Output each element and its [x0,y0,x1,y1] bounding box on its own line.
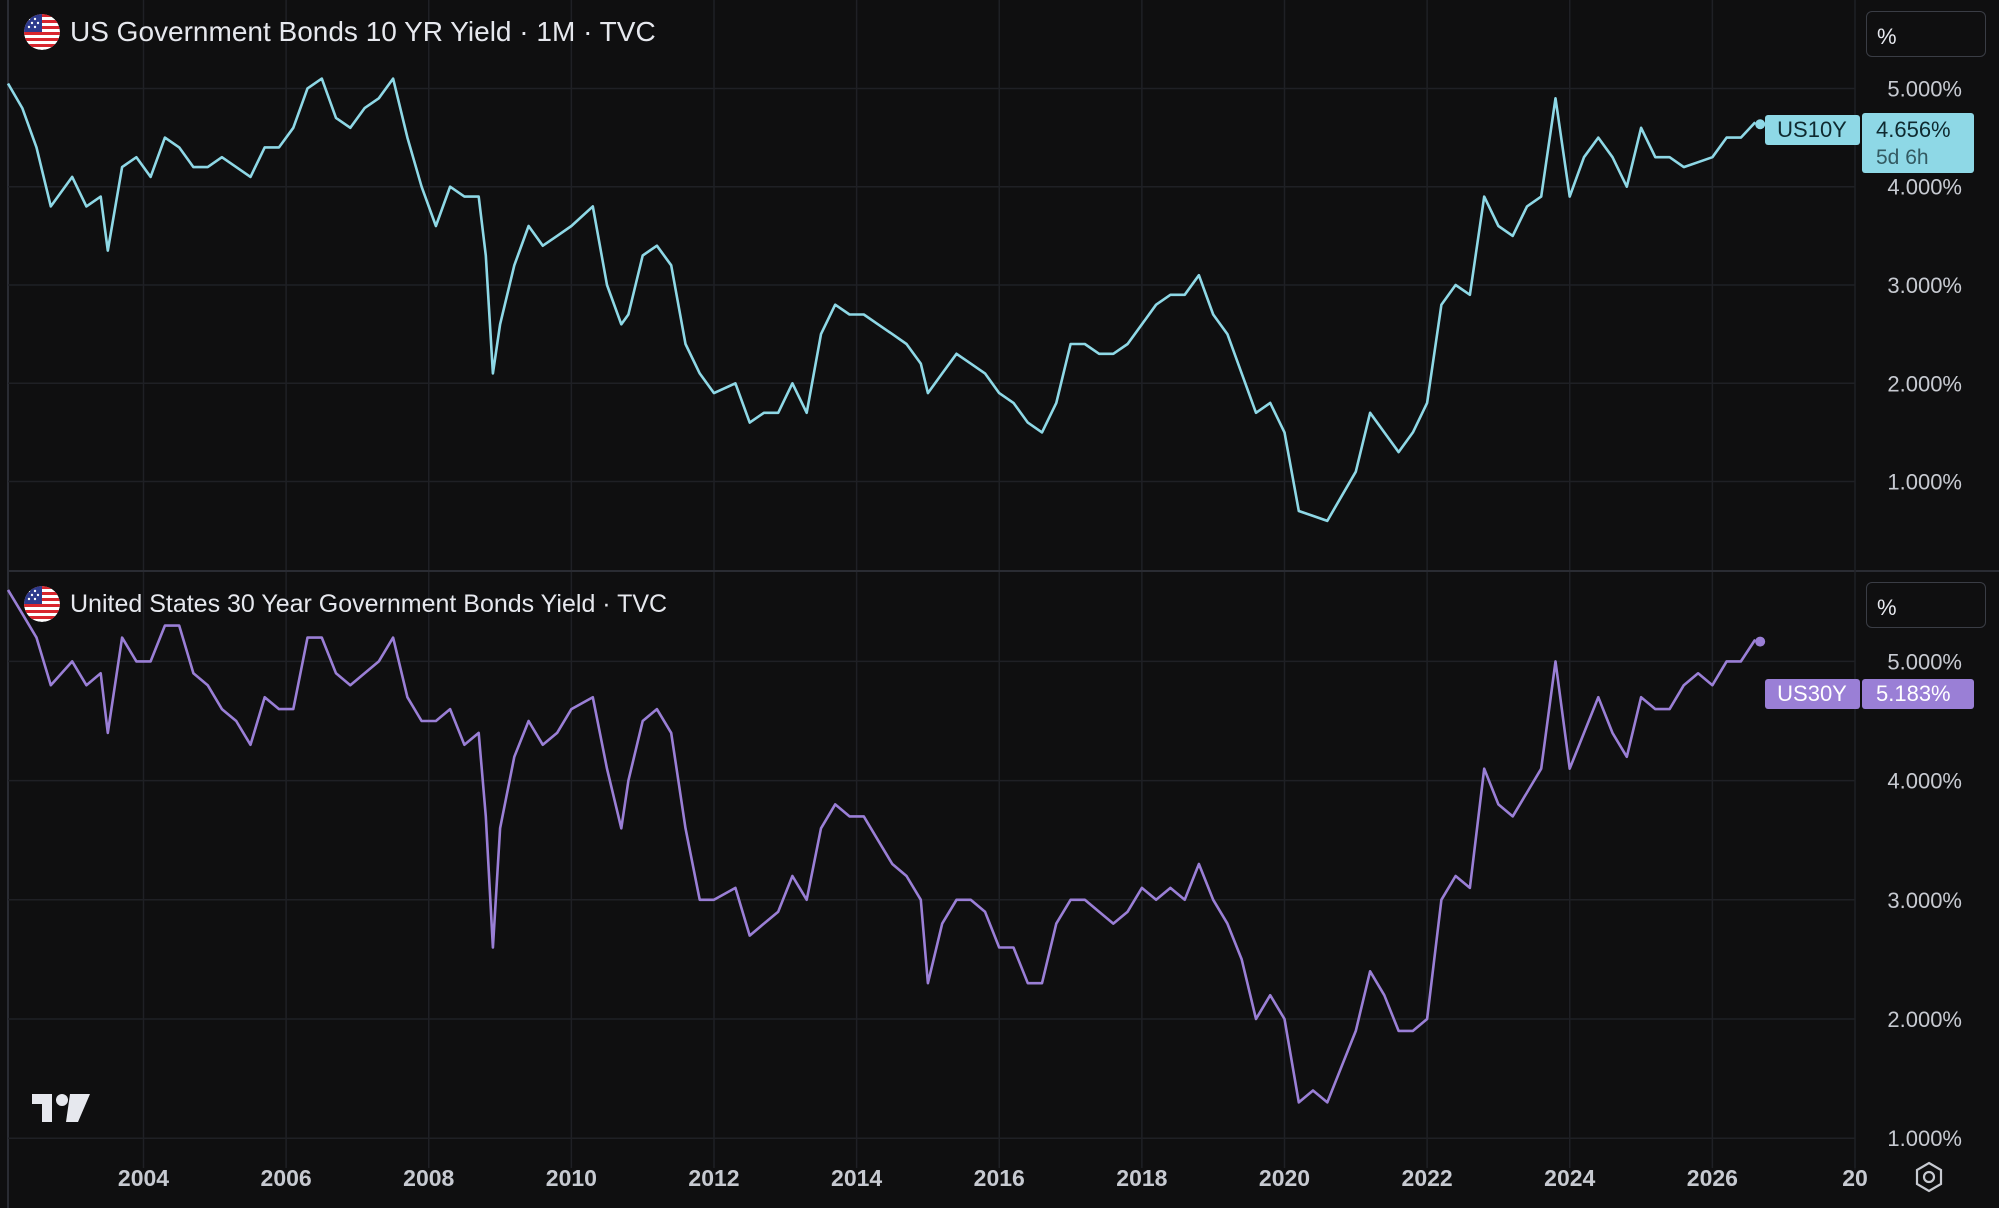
series-path-US30Y[interactable] [6,589,1757,1104]
us10y-symbol-tag: US10Y [1777,117,1847,142]
us10y-countdown: 5d 6h [1876,146,1929,169]
x-tick-label: 2004 [118,1165,169,1191]
y-tick-label: 4.000% [1887,175,1962,200]
y-tick-label: 4.000% [1887,769,1962,794]
y-tick-label: 3.000% [1887,273,1962,298]
x-tick-label: 2026 [1687,1165,1738,1191]
y-tick-label: 1.000% [1887,1126,1962,1151]
us30y-series-line[interactable] [6,589,1766,1104]
top-price-scale[interactable]: 5.000% 4.000% 3.000% 2.000% 1.000% [1887,76,1962,494]
x-tick-label: 20 [1842,1165,1868,1191]
us30y-price-tag: US30Y 5.183% [1765,679,1974,709]
us30y-symbol-tag: US30Y [1777,681,1847,706]
last-point-marker [1755,636,1766,647]
time-axis[interactable]: 2004 2006 2008 2010 2012 2014 2016 2018 2020 2022… [118,1165,1868,1191]
bottom-price-scale[interactable]: 5.000% 4.000% 3.000% 2.000% 1.000% [1887,649,1962,1151]
bottom-pane-title-bar[interactable]: United States 30 Year Government Bonds Y… [24,586,667,622]
y-tick-label: 2.000% [1887,1007,1962,1032]
tradingview-logo-icon[interactable] [30,1092,92,1124]
us10y-last-value: 4.656% [1876,117,1951,142]
x-tick-label: 2018 [1116,1165,1167,1191]
y-tick-label: 1.000% [1887,470,1962,495]
us10y-price-tag: US10Y 4.656% 5d 6h [1765,113,1974,173]
x-tick-label: 2020 [1259,1165,1310,1191]
top-pane-title-bar[interactable]: US Government Bonds 10 YR Yield · 1M · T… [24,14,656,50]
x-tick-label: 2016 [974,1165,1025,1191]
bottom-pane-title: United States 30 Year Government Bonds Y… [70,589,668,618]
x-tick-label: 2010 [546,1165,597,1191]
bottom-unit-toggle[interactable]: % [1866,582,1986,628]
us-flag-icon [24,586,60,622]
x-tick-label: 2014 [831,1165,882,1191]
last-point-marker [1755,119,1766,130]
series-path-US10Y[interactable] [6,77,1757,523]
bottom-pane-grid [8,572,1856,1168]
top-pane-grid [8,0,1856,570]
x-tick-label: 2024 [1544,1165,1595,1191]
y-tick-label: 5.000% [1887,76,1962,101]
top-pane-title: US Government Bonds 10 YR Yield · 1M · T… [70,16,656,47]
us-flag-icon [24,14,60,50]
x-tick-label: 2012 [688,1165,739,1191]
us10y-series-line[interactable] [6,77,1766,523]
y-tick-label: 2.000% [1887,371,1962,396]
y-tick-label: 5.000% [1887,649,1962,674]
y-tick-label: 3.000% [1887,888,1962,913]
top-unit-toggle[interactable]: % [1866,11,1986,57]
us30y-last-value: 5.183% [1876,681,1951,706]
x-tick-label: 2006 [261,1165,312,1191]
x-tick-label: 2022 [1402,1165,1453,1191]
x-tick-label: 2008 [403,1165,454,1191]
settings-icon[interactable] [1912,1160,1946,1194]
